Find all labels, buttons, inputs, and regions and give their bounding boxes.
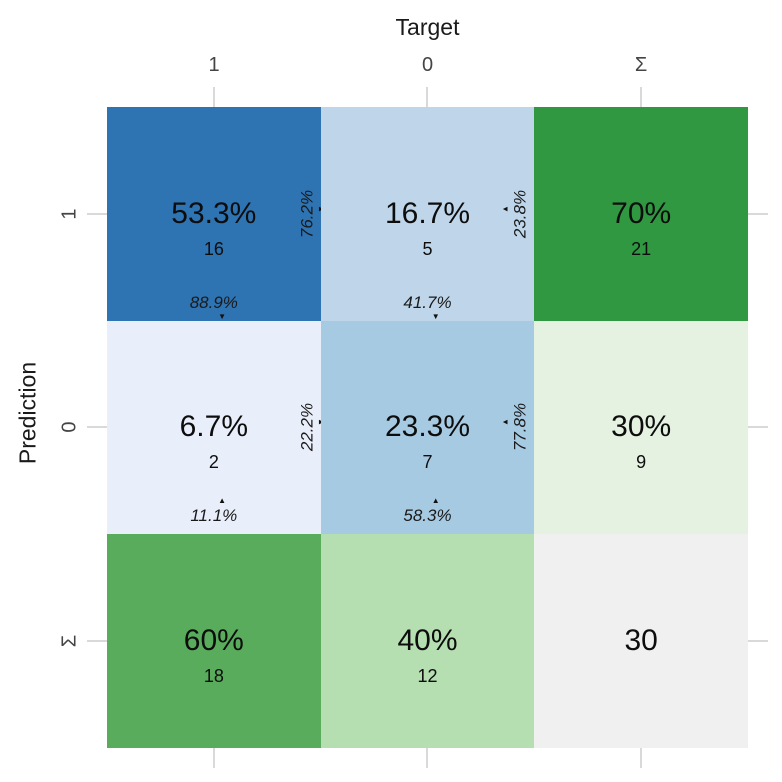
total-percentage: 6.7% bbox=[179, 410, 249, 444]
confusion-matrix-grid: 53.3% 16 88.9% ▼ 76.2% ▼ 16.7% 5 41.7% ▼ bbox=[107, 107, 748, 748]
count: 21 bbox=[631, 238, 652, 259]
x-axis-title: Target bbox=[395, 14, 460, 40]
row-percentage-text: 77.8% bbox=[510, 403, 530, 452]
axis-tick bbox=[748, 640, 768, 642]
row-percentage: 77.8% ▲ bbox=[501, 403, 530, 452]
count: 18 bbox=[203, 666, 224, 687]
matrix-cell-predsum-target1: 60% 18 bbox=[107, 534, 321, 748]
matrix-cell-predsum-target0: 40% 12 bbox=[320, 534, 535, 748]
column-percentage-text: 88.9% bbox=[189, 292, 238, 312]
arrow-left-icon: ▲ bbox=[500, 418, 510, 427]
column-percentage-text: 11.1% bbox=[190, 506, 238, 526]
axis-tick bbox=[748, 426, 768, 428]
total-percentage: 70% bbox=[611, 196, 672, 230]
matrix-cell-pred0-target1: 6.7% 2 11.1% ▲ 22.2% ▼ bbox=[107, 320, 325, 535]
total-percentage: 23.3% bbox=[384, 410, 471, 444]
arrow-up-icon: ▲ bbox=[431, 496, 440, 506]
x-tick-label-0: 0 bbox=[421, 54, 434, 76]
total-percentage: 40% bbox=[397, 624, 458, 658]
axis-tick bbox=[213, 748, 215, 768]
y-tick-label-sum: Σ bbox=[58, 634, 81, 648]
x-tick-label-sum: Σ bbox=[634, 54, 648, 76]
count: 2 bbox=[208, 452, 219, 473]
count: 9 bbox=[636, 452, 647, 473]
axis-tick bbox=[213, 87, 215, 107]
row-percentage: 22.2% ▼ bbox=[297, 403, 325, 452]
row-percentage: 23.8% ▲ bbox=[501, 189, 530, 238]
row-percentage: 76.2% ▼ bbox=[297, 189, 325, 238]
axis-tick bbox=[87, 640, 107, 642]
arrow-up-icon: ▲ bbox=[218, 496, 227, 506]
row-percentage-text: 22.2% bbox=[297, 403, 317, 452]
arrow-left-icon: ▲ bbox=[500, 204, 510, 213]
axis-tick bbox=[640, 748, 642, 768]
axis-tick bbox=[640, 87, 642, 107]
arrow-down-icon: ▼ bbox=[431, 311, 440, 321]
matrix-cell-pred0-target0: 23.3% 7 58.3% ▲ 77.8% ▲ bbox=[320, 320, 535, 535]
matrix-cell-predsum-targetsum: 30 bbox=[534, 534, 748, 748]
column-percentage-text: 41.7% bbox=[403, 292, 452, 312]
column-percentage: 88.9% ▼ bbox=[107, 292, 321, 321]
matrix-cell-pred1-target0: 16.7% 5 41.7% ▼ 23.8% ▲ bbox=[320, 107, 535, 321]
axis-tick bbox=[87, 213, 107, 215]
count: 16 bbox=[203, 238, 224, 259]
matrix-cell-pred1-target1: 53.3% 16 88.9% ▼ 76.2% ▼ bbox=[107, 107, 325, 321]
y-axis-title: Prediction bbox=[14, 361, 41, 465]
total-percentage: 53.3% bbox=[171, 196, 257, 230]
y-tick-label-1: 1 bbox=[58, 208, 81, 220]
y-tick-label-0: 0 bbox=[58, 421, 81, 433]
total-percentage: 30 bbox=[624, 624, 658, 658]
matrix-cell-pred1-targetsum: 70% 21 bbox=[534, 107, 748, 321]
arrow-down-icon: ▼ bbox=[218, 311, 227, 321]
row-percentage-text: 23.8% bbox=[510, 189, 530, 238]
column-percentage: 41.7% ▼ bbox=[321, 292, 535, 321]
axis-tick bbox=[426, 748, 428, 768]
column-percentage: 11.1% ▲ bbox=[107, 497, 321, 526]
column-percentage-text: 58.3% bbox=[403, 506, 452, 526]
total-percentage: 30% bbox=[611, 410, 672, 444]
axis-tick bbox=[426, 87, 428, 107]
count: 5 bbox=[422, 238, 433, 259]
matrix-cell-pred0-targetsum: 30% 9 bbox=[534, 320, 748, 535]
row-percentage-text: 76.2% bbox=[297, 189, 317, 238]
column-percentage: 58.3% ▲ bbox=[321, 497, 535, 526]
axis-tick bbox=[87, 426, 107, 428]
count: 7 bbox=[422, 452, 433, 473]
x-tick-label-1: 1 bbox=[208, 54, 220, 76]
total-percentage: 60% bbox=[183, 624, 244, 658]
count: 12 bbox=[417, 666, 438, 687]
axis-tick bbox=[748, 213, 768, 215]
total-percentage: 16.7% bbox=[384, 196, 471, 230]
